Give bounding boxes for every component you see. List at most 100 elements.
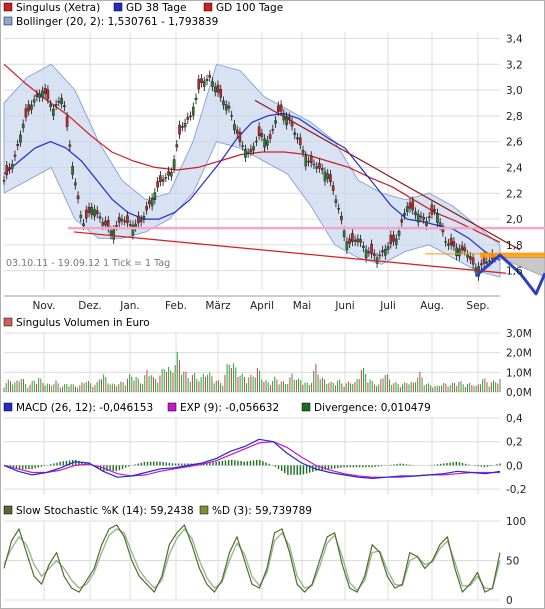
price-panel: Singulus (Xetra) GD 38 Tage GD 100 Tage …	[2, 2, 545, 312]
candle-body	[98, 216, 102, 219]
candle-body	[57, 101, 61, 103]
month-label: Feb.	[165, 300, 187, 312]
volume-y-axis: 0,0M 1,0M 2,0M 3,0M	[506, 328, 532, 399]
gray-wedge	[499, 257, 545, 278]
candle-body	[340, 216, 343, 221]
legend-swatch-stoch-k	[3, 505, 13, 515]
candle-body	[430, 204, 434, 215]
month-label: Dez.	[78, 300, 101, 312]
candle-body	[46, 89, 50, 100]
macd-tick-label: 0,4	[506, 413, 523, 425]
candle-body	[249, 148, 253, 153]
candle-body	[233, 124, 236, 131]
candle-body	[244, 148, 247, 158]
price-tick-label: 1,8	[506, 240, 523, 252]
candle-body	[150, 197, 154, 207]
candle-body	[224, 104, 228, 111]
legend-gd38: GD 38 Tage	[126, 2, 187, 14]
candle-body	[408, 202, 412, 209]
price-tick-label: 3,4	[506, 33, 523, 45]
candle-body	[307, 160, 310, 163]
candle-body	[309, 155, 313, 164]
candle-body	[82, 223, 85, 226]
candle-body	[444, 241, 447, 243]
candle-body	[419, 215, 423, 218]
candle-body	[148, 200, 151, 205]
legend-stoch-k: Slow Stochastic %K (14): 59,2438	[16, 505, 194, 517]
legend-price: Singulus (Xetra)	[16, 2, 100, 14]
candle-body	[246, 152, 250, 154]
candle-body	[480, 263, 483, 266]
candle-body	[279, 104, 283, 112]
legend-exp: EXP (9): -0,056632	[180, 402, 279, 414]
month-label: April	[250, 300, 274, 312]
candle-body	[117, 217, 121, 223]
candle-body	[345, 241, 349, 250]
candle-body	[194, 97, 198, 100]
month-label: Jan.	[119, 300, 140, 312]
candle-body	[19, 134, 22, 143]
candle-body	[263, 138, 266, 148]
candle-body	[235, 129, 239, 134]
candle-body	[21, 123, 25, 129]
candle-body	[367, 251, 371, 253]
candle-body	[139, 219, 143, 222]
candle-body	[2, 180, 6, 182]
candle-body	[397, 230, 401, 236]
orange-band	[480, 252, 545, 258]
candle-body	[178, 124, 181, 135]
candle-body	[384, 249, 387, 256]
candle-body	[35, 93, 39, 97]
candle-body	[167, 170, 170, 176]
support-trendline	[73, 231, 507, 274]
candle-body	[362, 245, 365, 248]
candle-body	[216, 84, 220, 93]
legend-swatch-macd	[3, 402, 13, 412]
candle-body	[427, 216, 431, 219]
volume-tick-label: 2,0M	[506, 348, 532, 360]
month-label: Juli	[379, 300, 396, 312]
candle-body	[84, 209, 88, 219]
stochastic-tick-label: 0	[506, 595, 513, 607]
candle-body	[142, 216, 146, 219]
candle-body	[416, 214, 420, 223]
candle-body	[433, 209, 436, 211]
candle-body	[181, 126, 184, 128]
legend-swatch-price	[3, 2, 13, 12]
price-tick-label: 2,8	[506, 111, 523, 123]
month-label: Nov.	[32, 300, 55, 312]
legend-volume: Singulus Volumen in Euro	[16, 317, 150, 329]
candle-body	[318, 163, 321, 169]
candle-body	[386, 246, 390, 250]
legend-swatch-stoch-d	[199, 505, 209, 515]
candle-body	[24, 108, 28, 118]
candle-body	[41, 90, 44, 98]
candle-body	[208, 74, 212, 78]
stochastic-grid	[4, 520, 500, 601]
stochastic-y-axis: 0 50 100	[506, 516, 526, 607]
candle-body	[49, 104, 52, 107]
candle-body	[455, 247, 458, 256]
candle-body	[414, 211, 417, 216]
candle-body	[268, 134, 272, 139]
candle-body	[452, 241, 456, 247]
candle-body	[170, 171, 173, 177]
month-label: Juni	[334, 300, 354, 312]
candle-body	[16, 144, 20, 146]
macd-tick-label: -0,2	[506, 484, 527, 496]
candle-body	[120, 218, 124, 221]
candle-body	[436, 213, 439, 223]
candle-body	[334, 199, 338, 203]
candle-body	[104, 220, 107, 226]
candle-body	[298, 137, 302, 146]
candle-body	[230, 115, 233, 117]
candle-body	[52, 108, 55, 116]
candle-body	[260, 133, 264, 138]
candle-body	[123, 220, 127, 223]
candle-body	[202, 80, 206, 87]
candle-body	[471, 257, 475, 265]
candle-body	[109, 230, 113, 236]
month-label: Mai	[293, 300, 311, 312]
candle-body	[329, 174, 332, 182]
candle-body	[71, 166, 74, 175]
